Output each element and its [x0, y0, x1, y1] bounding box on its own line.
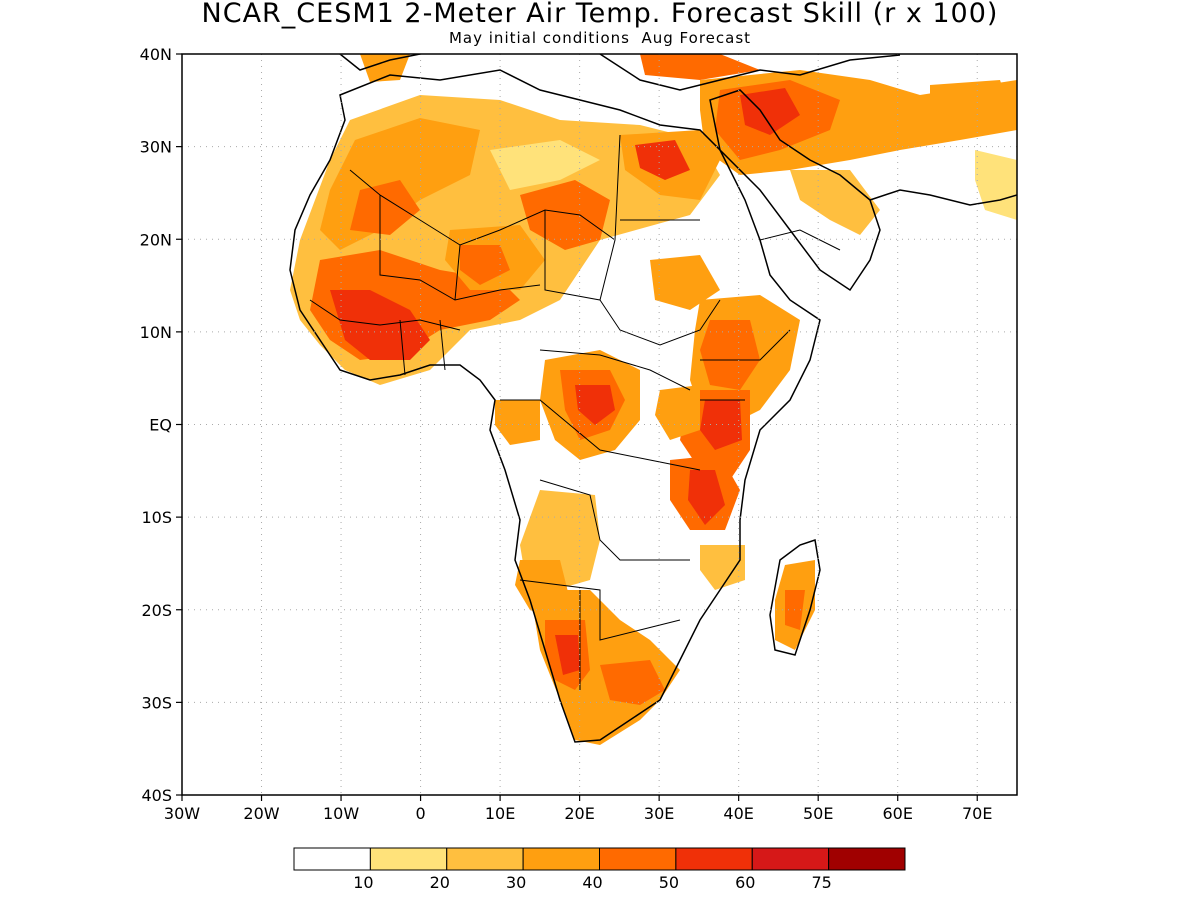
axes: 30W 20W 10W 0 10E 20E 30E 40E 50E 60E 70E 40N 30N 20N…	[140, 45, 993, 823]
colorbar-label: 75	[811, 873, 831, 892]
x-tick-label: 0	[415, 804, 425, 823]
x-tick-label: 10E	[485, 804, 515, 823]
map-subtitle: May initial conditions Aug Forecast	[448, 29, 752, 47]
colorbar-swatch	[522, 847, 600, 871]
colorbar-label: 60	[735, 873, 755, 892]
colorbar-label: 40	[582, 873, 602, 892]
y-tick-label: 20S	[141, 601, 172, 620]
y-tick-label: 30S	[141, 693, 172, 712]
y-tick-label: 40S	[141, 786, 172, 805]
y-tick-label: 40N	[140, 45, 172, 64]
skill-shading	[290, 54, 1017, 745]
colorbar-swatch	[675, 847, 753, 871]
colorbar-label: 20	[430, 873, 450, 892]
colorbar-swatch	[751, 847, 830, 871]
y-tick-label: 20N	[140, 230, 172, 249]
map-title: NCAR_CESM1 2-Meter Air Temp. Forecast Sk…	[201, 0, 999, 29]
x-tick-label: 50E	[803, 804, 833, 823]
x-tick-label: 20E	[564, 804, 594, 823]
y-tick-label: 30N	[140, 138, 172, 157]
country-borders	[309, 134, 841, 690]
colorbar-swatch	[446, 847, 524, 871]
y-tick-label: 10S	[141, 508, 172, 527]
x-tick-label: 20W	[243, 804, 279, 823]
x-tick-label: 70E	[962, 804, 992, 823]
coastlines	[289, 54, 1017, 743]
colorbar-label: 50	[659, 873, 679, 892]
colorbar-swatch	[828, 847, 906, 871]
colorbar-swatch	[293, 847, 371, 871]
colorbar-label: 10	[353, 873, 373, 892]
x-tick-label: 30E	[644, 804, 674, 823]
colorbar-swatch	[599, 847, 677, 871]
colorbar-label: 30	[506, 873, 526, 892]
x-tick-label: 60E	[882, 804, 912, 823]
colorbar: 10 20 30 40 50 60 75	[293, 847, 906, 892]
y-tick-label: EQ	[149, 416, 172, 435]
y-tick-label: 10N	[140, 323, 172, 342]
x-tick-label: 10W	[323, 804, 359, 823]
colorbar-swatch	[369, 847, 448, 871]
x-tick-label: 30W	[164, 804, 200, 823]
x-tick-label: 40E	[723, 804, 753, 823]
